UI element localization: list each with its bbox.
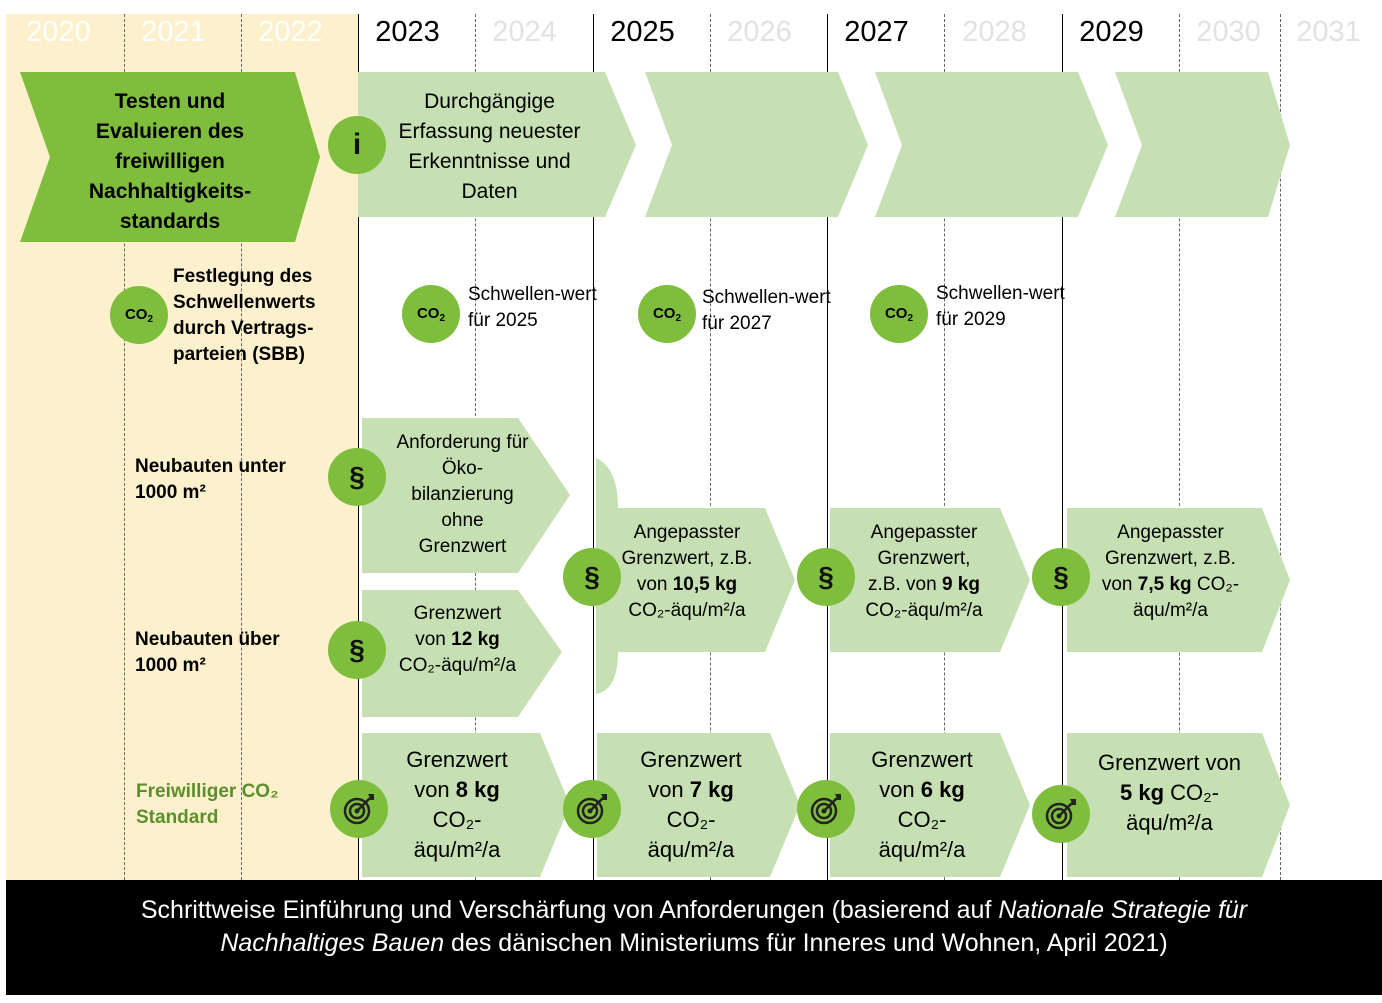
co2-circle-2027: CO2 <box>638 285 696 343</box>
paragraph-icon: § <box>349 461 365 492</box>
phase1-text: Testen und Evaluieren des freiwilligen N… <box>88 90 252 233</box>
co2-circle-sbb: CO2 <box>110 286 168 344</box>
paragraph-icon: § <box>1053 561 1069 592</box>
adjusted-2027-text: Angepasster Grenzwert, z.B. von 9 kg CO₂… <box>865 522 983 621</box>
freiwillig-label: Freiwilliger CO₂ Standard <box>136 781 279 828</box>
grid-line <box>241 14 242 880</box>
paragraph-circle-2027: § <box>797 548 855 606</box>
co2-icon: CO2 <box>124 305 154 325</box>
voluntary-arrow-2023 <box>362 733 570 877</box>
year-2022: 2022 <box>258 16 323 48</box>
target-circle-2027 <box>797 780 855 838</box>
info-chevron-2 <box>645 72 868 217</box>
voluntary-2025-text: Grenzwert von 7 kg CO₂- äqu/m²/a <box>640 747 742 862</box>
large-buildings-text: Grenzwert von 12 kg CO₂-äqu/m²/a <box>398 603 517 676</box>
voluntary-2029-text: Grenzwert von 5 kg CO₂- äqu/m²/a <box>1097 750 1242 835</box>
large-buildings-arrow <box>362 590 562 717</box>
info-chevron-4 <box>1115 72 1290 217</box>
co2-icon: CO2 <box>652 304 682 324</box>
year-2030: 2030 <box>1196 16 1261 48</box>
paragraph-circle-2029: § <box>1032 548 1090 606</box>
paragraph-icon: § <box>349 634 365 665</box>
adjusted-2029-text: Angepasster Grenzwert, z.B. von 7,5 kg C… <box>1101 522 1240 621</box>
target-icon <box>343 794 374 825</box>
grid-line <box>1062 14 1063 880</box>
target-circle-2023 <box>330 780 388 838</box>
year-2021: 2021 <box>141 16 206 48</box>
year-2027: 2027 <box>844 16 909 48</box>
year-2028: 2028 <box>962 16 1027 48</box>
voluntary-arrow-2029 <box>1067 733 1290 877</box>
target-circle-2025 <box>563 780 621 838</box>
footer-post: des dänischen Ministeriums für Inneres u… <box>444 929 1168 957</box>
grid-line <box>358 14 359 880</box>
threshold-2029: Schwellen-wert für 2029 <box>936 283 1065 330</box>
threshold-2025: Schwellen-wert für 2025 <box>468 284 597 331</box>
voluntary-arrow-2025 <box>597 733 800 877</box>
paragraph-icon: § <box>818 561 834 592</box>
voluntary-arrow-2027 <box>830 733 1030 877</box>
year-2026: 2026 <box>727 16 792 48</box>
footer-pre: Schrittweise Einführung und Verschärfung… <box>140 896 999 924</box>
target-icon <box>810 794 841 825</box>
co2-icon: CO2 <box>416 304 446 324</box>
grid-line <box>593 14 594 880</box>
merge-arrow-2025 <box>596 458 795 694</box>
year-2023: 2023 <box>375 16 440 48</box>
paragraph-circle-small: § <box>328 448 386 506</box>
adjusted-2025-text: Angepasster Grenzwert, z.B. von 10,5 kg … <box>621 522 753 621</box>
year-2025: 2025 <box>610 16 675 48</box>
adjusted-arrow-2027 <box>830 508 1030 652</box>
target-icon <box>576 794 607 825</box>
footer-caption: Schrittweise Einführung und Verschärfung… <box>6 880 1382 995</box>
grid-line <box>944 14 945 880</box>
co2-circle-2029: CO2 <box>870 285 928 343</box>
target-icon <box>1045 799 1076 830</box>
co2-circle-2025: CO2 <box>402 285 460 343</box>
grid-line <box>710 14 711 880</box>
paragraph-icon: § <box>584 561 600 592</box>
voluntary-2023-text: Grenzwert von 8 kg CO₂- äqu/m²/a <box>406 747 508 862</box>
adjusted-arrow-2029 <box>1067 508 1290 652</box>
neubauten-ueber-label: Neubauten über 1000 m² <box>135 629 280 676</box>
paragraph-circle-2025: § <box>563 548 621 606</box>
paragraph-circle-large: § <box>328 621 386 679</box>
grid-line <box>124 14 125 880</box>
grid-line <box>1179 14 1180 880</box>
phase1-chevron <box>20 72 320 242</box>
year-2029: 2029 <box>1079 16 1144 48</box>
footer-italic2: Nachhaltiges Bauen <box>220 929 445 957</box>
co2-icon: CO2 <box>884 304 914 324</box>
info-circle: i <box>328 116 386 174</box>
year-2020: 2020 <box>26 16 91 48</box>
info-icon: i <box>352 128 362 161</box>
small-buildings-arrow <box>362 418 570 573</box>
threshold-2027: Schwellen-wert für 2027 <box>702 287 831 334</box>
footer-italic1: Nationale Strategie für <box>998 896 1248 924</box>
neubauten-unter-label: Neubauten unter 1000 m² <box>135 456 286 503</box>
grid-line <box>1280 14 1281 880</box>
grid-line <box>827 14 828 880</box>
info-row-text: Durchgängige Erfassung neuester Erkenntn… <box>398 90 581 203</box>
year-2031: 2031 <box>1296 16 1361 48</box>
year-2024: 2024 <box>492 16 557 48</box>
festlegung-label: Festlegung des Schwellenwerts durch Vert… <box>173 266 316 365</box>
info-chevron-1 <box>358 72 636 217</box>
voluntary-2027-text: Grenzwert von 6 kg CO₂- äqu/m²/a <box>871 747 973 862</box>
info-chevron-3 <box>875 72 1108 217</box>
small-buildings-text: Anforderung für Öko-bilanzierung ohne Gr… <box>396 432 529 557</box>
target-circle-2029 <box>1032 785 1090 843</box>
